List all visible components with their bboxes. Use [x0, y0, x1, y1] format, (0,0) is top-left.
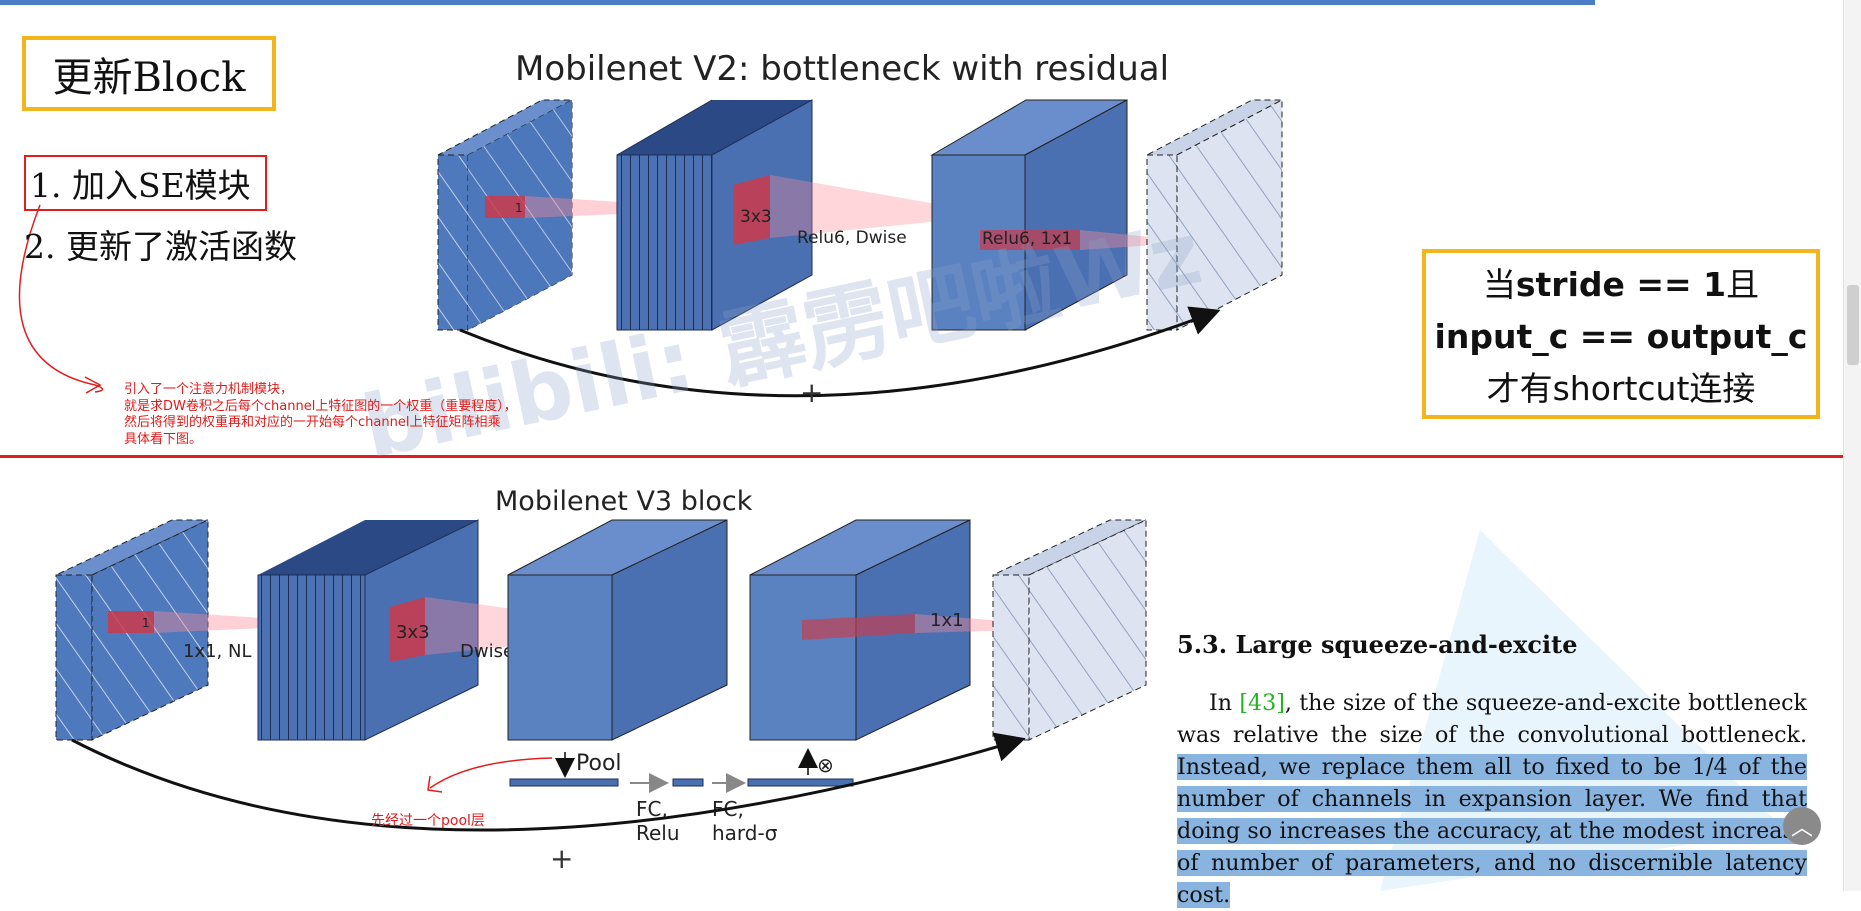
v2-projection-block: [930, 99, 1128, 331]
v3-output-block: [992, 519, 1147, 741]
se-note: 引入了一个注意力机制模块， 就是求DW卷积之后每个channel上特征图的一个权…: [124, 382, 517, 448]
paper-paragraph: In [43], the size of the squeeze-and-exc…: [1177, 690, 1807, 908]
svg-text:Relu6, Dwise: Relu6, Dwise: [797, 228, 907, 248]
svg-text:1x1: 1x1: [930, 610, 964, 631]
section-divider: [0, 455, 1843, 458]
se-note-line: 引入了一个注意力机制模块，: [124, 382, 294, 397]
svg-text:1: 1: [515, 201, 523, 215]
v3-plus: +: [550, 842, 573, 875]
svg-text:1: 1: [142, 616, 150, 630]
paper-excerpt: 5.3. Large squeeze-and-excite In [43], t…: [1177, 630, 1807, 911]
svg-text:hard-σ: hard-σ: [712, 821, 778, 845]
pool-annotation-curve: [429, 757, 553, 789]
highlighted-text: Instead, we replace them all to fixed to…: [1177, 754, 1807, 908]
v2-kernel-1: 1: [485, 196, 620, 218]
svg-text:1x1, NL: 1x1, NL: [183, 641, 252, 662]
item-se-module: 1. 加入SE模块: [24, 155, 267, 211]
item-activation: 2. 更新了激活函数: [24, 227, 297, 266]
vertical-scrollbar[interactable]: [1843, 0, 1861, 891]
v3-se-output-block: [749, 519, 971, 741]
stride-condition-box: 当stride == 1且 input_c == output_c 才有shor…: [1422, 249, 1820, 419]
svg-text:Pool: Pool: [576, 751, 622, 776]
v2-pw-kernel: Relu6, 1x1: [980, 229, 1200, 250]
svg-text:Relu: Relu: [636, 821, 680, 845]
svg-text:3x3: 3x3: [396, 622, 430, 643]
svg-text:3x3: 3x3: [740, 207, 772, 227]
chevron-up-icon: ︿: [1790, 816, 1813, 841]
update-block-label: 更新Block: [22, 36, 276, 111]
v3-residual-arrow: [71, 732, 1026, 832]
v2-input-block: [437, 99, 573, 331]
v3-kernel-1: 1 1x1, NL: [108, 611, 262, 662]
v2-dw-kernel: 3x3 Relu6, Dwise: [733, 175, 1000, 248]
se-note-line: 然后将得到的权重再和对应的一开始每个channel上特征矩阵相乘: [124, 415, 501, 430]
v2-plus: +: [800, 376, 823, 409]
scroll-to-top-button[interactable]: ︿: [1783, 807, 1821, 845]
se-note-line: 具体看下图。: [124, 431, 203, 447]
v2-output-block: [1146, 99, 1283, 331]
v2-residual-arrow: [459, 306, 1221, 398]
top-accent-bar: [0, 0, 1595, 5]
se-annotation-curve: [18, 204, 104, 393]
svg-text:⊗: ⊗: [817, 753, 834, 777]
se-note-line: 就是求DW卷积之后每个channel上特征图的一个权重（重要程度），: [124, 398, 517, 414]
pool-note: 先经过一个pool层: [371, 813, 485, 829]
se-path: Pool ⊗ FC, Relu FC, hard-σ: [509, 748, 854, 845]
v2-title: Mobilenet V2: bottleneck with residual: [515, 49, 1169, 89]
citation-link[interactable]: [43]: [1239, 690, 1285, 716]
v3-title: Mobilenet V3 block: [495, 486, 753, 517]
v3-dw-output-block: [507, 519, 728, 741]
svg-text:Relu6, 1x1: Relu6, 1x1: [982, 229, 1072, 249]
scrollbar-thumb[interactable]: [1847, 285, 1859, 365]
paper-heading: 5.3. Large squeeze-and-excite: [1177, 630, 1578, 659]
